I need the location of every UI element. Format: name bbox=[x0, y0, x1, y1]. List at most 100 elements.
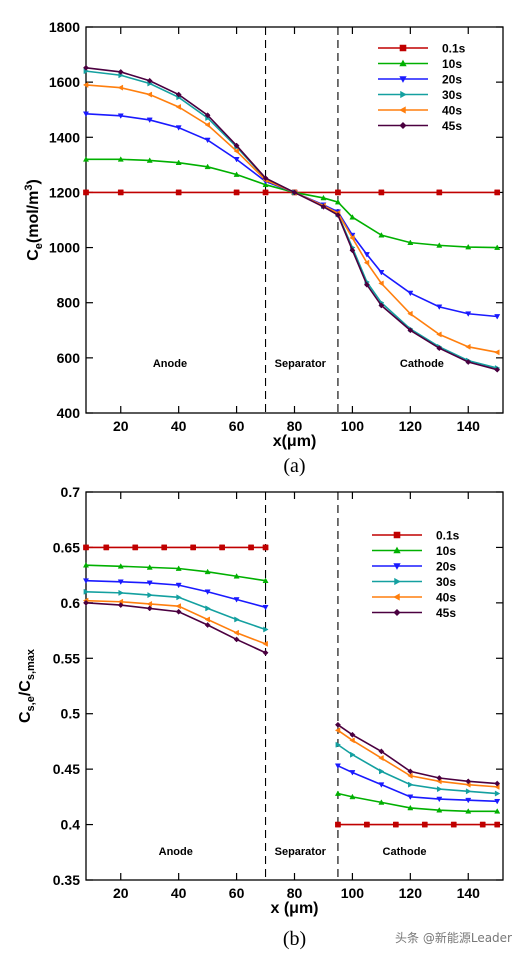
data-point-20s bbox=[436, 796, 443, 803]
x-axis-label: x (μm) bbox=[270, 900, 318, 917]
data-point-45s bbox=[349, 247, 356, 254]
data-point-45s bbox=[363, 281, 370, 288]
data-point-40s bbox=[494, 349, 500, 356]
data-point-0.1s bbox=[335, 189, 341, 196]
series-line-40s bbox=[85, 599, 266, 645]
data-point-20s bbox=[378, 270, 385, 276]
y-tick-label: 600 bbox=[57, 350, 81, 366]
y-tick-label: 0.65 bbox=[53, 539, 80, 555]
data-point-45s bbox=[407, 768, 414, 775]
data-point-20s bbox=[407, 794, 414, 800]
data-point-45s bbox=[262, 175, 269, 182]
data-point-45s bbox=[233, 636, 240, 643]
data-point-0.1s bbox=[117, 189, 124, 196]
data-point-45s bbox=[349, 731, 356, 738]
series-line-45s bbox=[85, 67, 498, 371]
data-point-20s bbox=[465, 311, 472, 317]
series-line-10s bbox=[337, 792, 498, 813]
data-point-45s bbox=[378, 748, 385, 755]
legend-label-40s: 40s bbox=[436, 591, 456, 605]
data-point-40s bbox=[349, 234, 355, 241]
data-point-45s bbox=[378, 302, 385, 309]
data-point-10s bbox=[436, 807, 443, 813]
data-point-40s bbox=[407, 310, 413, 317]
data-point-0.1s bbox=[233, 189, 240, 196]
series-line-20s bbox=[85, 579, 266, 609]
x-tick-label: 120 bbox=[399, 885, 423, 901]
series-line-20s bbox=[337, 765, 498, 803]
data-point-40s bbox=[378, 755, 384, 762]
y-tick-label: 0.6 bbox=[61, 595, 81, 611]
data-point-45s bbox=[204, 622, 211, 628]
data-point-45s bbox=[291, 189, 298, 196]
data-point-10s bbox=[204, 163, 211, 170]
data-point-45s bbox=[494, 366, 501, 373]
data-point-0.1s bbox=[175, 189, 182, 196]
data-point-20s bbox=[494, 798, 501, 805]
legend-marker-20s bbox=[393, 563, 401, 570]
series-line-40s bbox=[85, 84, 498, 354]
data-point-30s bbox=[176, 594, 182, 601]
legend-marker-10s bbox=[399, 59, 407, 67]
x-tick-label: 140 bbox=[457, 885, 481, 901]
region-label-separator: Separator bbox=[275, 358, 327, 370]
data-point-20s bbox=[175, 125, 182, 131]
data-point-20s bbox=[82, 111, 90, 117]
data-point-10s bbox=[175, 565, 182, 571]
data-point-0.1s bbox=[494, 821, 501, 828]
data-point-45s bbox=[83, 599, 89, 606]
data-point-30s bbox=[350, 751, 356, 758]
region-label-anode: Anode bbox=[153, 358, 187, 370]
y-tick-label: 0.7 bbox=[61, 484, 81, 500]
data-point-40s bbox=[117, 84, 124, 91]
data-point-30s bbox=[263, 626, 269, 633]
data-point-10s bbox=[320, 194, 327, 201]
data-point-40s bbox=[204, 121, 210, 128]
legend-marker-30s bbox=[394, 577, 401, 586]
data-point-10s bbox=[494, 808, 501, 814]
data-point-10s bbox=[175, 159, 182, 165]
data-point-45s bbox=[407, 327, 414, 334]
y-tick-label: 400 bbox=[57, 405, 81, 421]
data-point-45s bbox=[436, 345, 443, 352]
data-point-20s bbox=[146, 117, 153, 124]
data-point-10s bbox=[378, 232, 385, 238]
data-point-20s bbox=[204, 589, 211, 595]
data-point-30s bbox=[205, 605, 211, 612]
series-line-30s bbox=[337, 744, 498, 795]
data-point-10s bbox=[349, 214, 356, 220]
data-point-10s bbox=[436, 242, 443, 248]
data-point-10s bbox=[146, 157, 153, 163]
series-line-30s bbox=[85, 70, 498, 369]
data-point-10s bbox=[117, 156, 124, 162]
data-point-0.1s bbox=[436, 189, 443, 196]
chart-b: 20 40 60 80 100 120 140 0.35 0.4 0.45 0.5 0.55 0.6 0.… bbox=[17, 484, 504, 950]
data-point-0.1s bbox=[262, 189, 269, 196]
figure-caption: (b) bbox=[283, 928, 306, 950]
data-point-40s bbox=[262, 640, 268, 647]
legend-label-30s: 30s bbox=[436, 575, 456, 589]
x-tick-label: 40 bbox=[171, 885, 187, 901]
y-tick-label: 0.5 bbox=[61, 706, 81, 722]
data-point-45s bbox=[494, 780, 501, 787]
region-label-cathode: Cathode bbox=[383, 846, 427, 858]
data-point-0.1s bbox=[262, 544, 269, 551]
x-tick-label: 100 bbox=[341, 885, 365, 901]
data-point-0.1s bbox=[450, 821, 457, 828]
data-point-30s bbox=[408, 781, 414, 788]
data-point-0.1s bbox=[132, 544, 139, 551]
data-point-0.1s bbox=[83, 189, 89, 196]
data-point-10s bbox=[233, 573, 240, 579]
data-point-20s bbox=[117, 579, 124, 585]
data-point-45s bbox=[436, 775, 443, 781]
data-point-30s bbox=[234, 616, 240, 623]
data-point-20s bbox=[204, 137, 211, 144]
data-point-45s bbox=[175, 91, 182, 98]
data-point-45s bbox=[334, 212, 341, 218]
data-point-30s bbox=[465, 788, 472, 795]
data-point-10s bbox=[204, 568, 211, 575]
data-point-40s bbox=[349, 737, 355, 744]
data-point-10s bbox=[146, 564, 153, 570]
data-point-40s bbox=[82, 81, 89, 88]
y-axis-label: Ce(mol/m3) bbox=[23, 179, 45, 261]
